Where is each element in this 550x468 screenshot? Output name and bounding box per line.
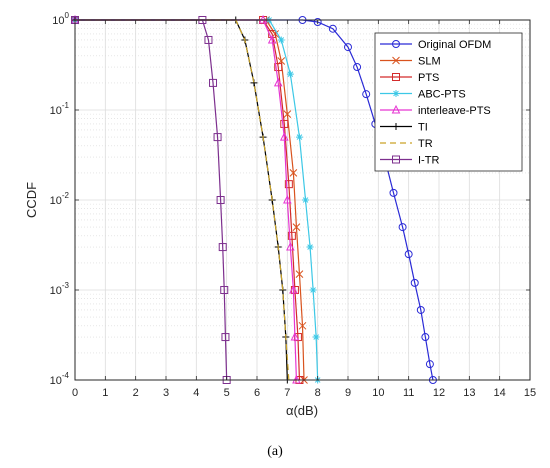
data-point-interleave-pts [289, 284, 298, 294]
legend-label-original-ofdm: Original OFDM [418, 39, 491, 51]
legend-marker-i-tr [392, 155, 400, 164]
data-point-i-tr [213, 133, 222, 142]
x-tick-label: 7 [284, 387, 290, 399]
legend-label-ti: TI [418, 122, 428, 134]
x-tick-label: 10 [372, 387, 384, 399]
x-tick-label: 14 [494, 387, 506, 399]
data-point-i-tr [204, 35, 213, 44]
series-line-slm [75, 19, 305, 381]
series-line-tr [75, 19, 290, 381]
data-point-original-ofdm [398, 223, 407, 232]
data-point-abc-pts [306, 243, 314, 251]
data-point-pts [280, 119, 289, 128]
x-tick-label: 15 [524, 387, 536, 399]
x-tick-label: 4 [193, 387, 199, 399]
legend-marker-ti [392, 123, 400, 130]
x-tick-label: 8 [315, 387, 321, 399]
legend-label-abc-pts: ABC-PTS [418, 89, 466, 101]
legend-label-slm: SLM [418, 56, 441, 68]
x-tick-label: 0 [72, 387, 78, 399]
data-point-original-ofdm [416, 305, 425, 314]
data-point-original-ofdm [328, 24, 337, 33]
data-point-slm [283, 110, 292, 118]
data-point-interleave-pts [286, 241, 295, 251]
x-tick-label: 3 [163, 387, 169, 399]
data-point-slm [298, 321, 307, 330]
y-tick-label: 10-2 [50, 191, 70, 207]
legend-label-i-tr: I-TR [418, 155, 439, 167]
data-point-slm [289, 169, 298, 177]
series-line-abc-pts [75, 19, 319, 381]
legend-marker-pts [392, 73, 400, 81]
data-point-original-ofdm [404, 250, 413, 259]
legend-marker-interleave-pts [391, 104, 401, 114]
data-point-original-ofdm [389, 188, 398, 197]
data-point-original-ofdm [344, 43, 352, 52]
x-tick-label: 2 [133, 387, 139, 399]
x-axis-label: α(dB) [286, 403, 318, 418]
x-tick-label: 6 [254, 387, 260, 399]
series-group [70, 14, 437, 384]
data-point-interleave-pts [283, 194, 292, 204]
data-point-i-tr [220, 286, 229, 294]
data-point-i-tr [221, 333, 230, 342]
data-point-pts [274, 63, 283, 72]
legend-label-pts: PTS [418, 72, 439, 84]
data-point-i-tr [209, 78, 218, 87]
data-point-abc-pts [295, 133, 303, 141]
data-point-original-ofdm [421, 333, 430, 342]
y-tick-label: 10-4 [50, 371, 70, 387]
data-point-original-ofdm [410, 278, 419, 287]
data-point-abc-pts [309, 286, 317, 294]
data-point-slm [292, 223, 301, 231]
y-tick-label: 100 [52, 11, 69, 27]
y-axis-label: CCDF [24, 182, 39, 218]
data-point-abc-pts [277, 36, 285, 44]
data-point-interleave-pts [290, 331, 300, 341]
data-point-slm [295, 270, 304, 279]
x-tick-label: 9 [345, 387, 351, 399]
legend-marker-abc-pts [392, 90, 400, 97]
legend: Original OFDM SLM PTS ABC-PTS interleave-PTS… [374, 32, 523, 172]
x-tick-label: 5 [224, 387, 230, 399]
series-line-pts [75, 19, 301, 381]
data-point-original-ofdm [362, 90, 371, 99]
ccdf-chart: 0 1 2 3 4 5 6 7 8 9 10 11 12 13 14 1510-410-310-210-110… [24, 11, 537, 418]
data-point-abc-pts [302, 196, 310, 204]
data-point-interleave-pts [267, 34, 277, 44]
data-point-original-ofdm [313, 18, 322, 27]
figure-caption: (a) [267, 444, 283, 459]
data-point-interleave-pts [273, 77, 283, 87]
grid [74, 19, 531, 381]
data-point-original-ofdm [425, 360, 434, 369]
y-tick-label: 10-3 [50, 281, 70, 297]
series-line-interleave-pts [75, 19, 298, 381]
x-tick-label: 12 [433, 387, 445, 399]
y-tick-label: 10-1 [50, 101, 70, 117]
legend-label-tr: TR [418, 138, 433, 150]
x-tick-label: 11 [403, 387, 414, 399]
data-point-pts [284, 180, 293, 189]
legend-label-interleave-pts: interleave-PTS [418, 105, 491, 117]
series-i-tr [71, 16, 231, 384]
series-line-i-tr [75, 19, 228, 381]
legend-marker-slm [392, 56, 400, 65]
data-point-pts [287, 231, 296, 240]
data-point-interleave-pts [279, 131, 289, 141]
data-point-abc-pts [312, 333, 320, 341]
data-point-pts [268, 29, 277, 38]
data-point-original-ofdm [353, 63, 362, 72]
data-point-abc-pts [286, 70, 294, 78]
series-tr [75, 19, 290, 381]
data-point-i-tr [218, 243, 227, 252]
legend-box [374, 32, 523, 172]
legend-marker-original-ofdm [392, 40, 400, 48]
data-point-i-tr [216, 196, 225, 204]
x-tick-label: 1 [102, 387, 108, 399]
x-tick-label: 13 [463, 387, 475, 399]
ticks: 0 1 2 3 4 5 6 7 8 9 10 11 12 13 14 1510-410-310-210-110… [50, 11, 537, 399]
